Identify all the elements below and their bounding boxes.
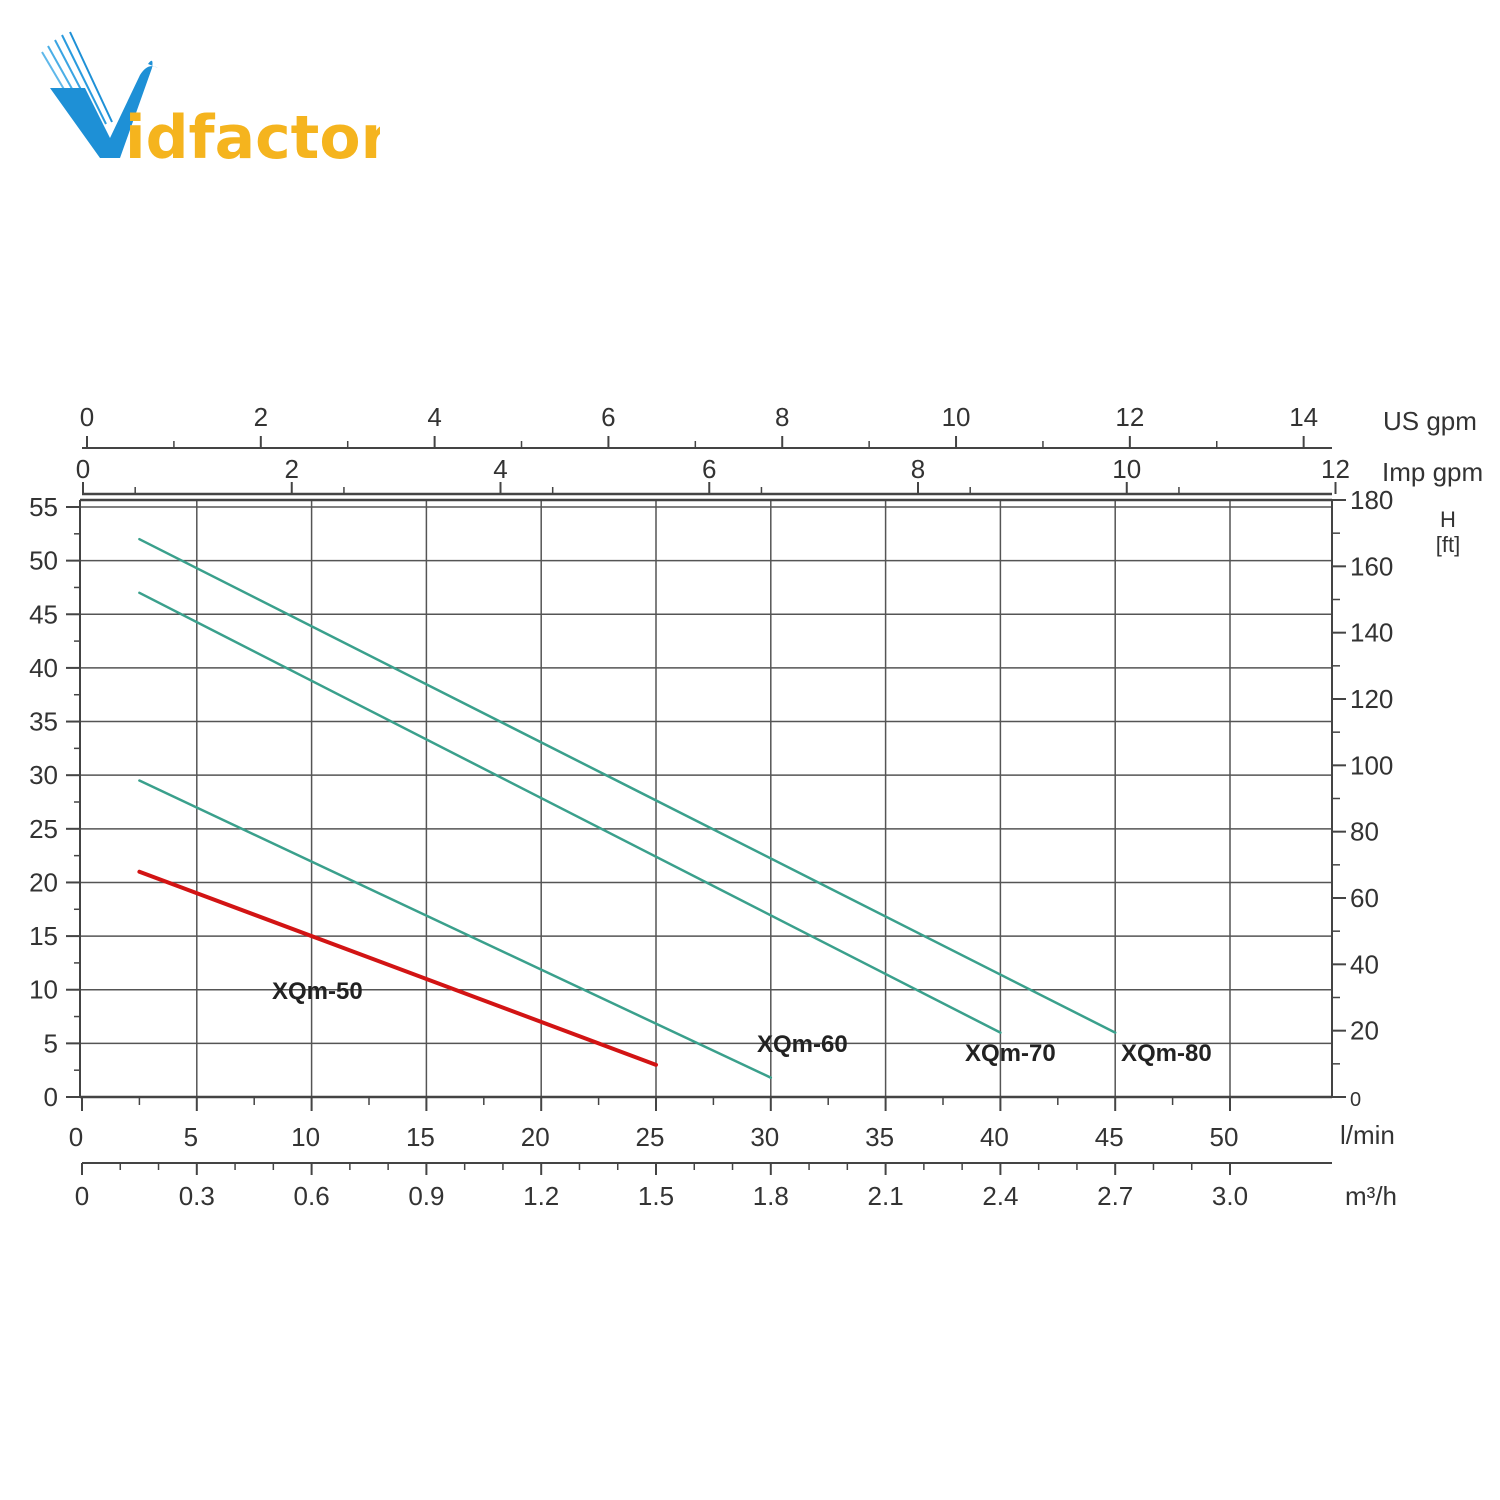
series-line-xqm-60 <box>138 779 773 1079</box>
vidfactor-logo: idfactor <box>30 30 391 173</box>
us-gpm-axis-unit: US gpm <box>1383 406 1477 436</box>
y-right-tick-label: 80 <box>1350 817 1379 847</box>
x-tick-label: 25 <box>636 1122 665 1152</box>
m3h-tick-label: 0.6 <box>294 1181 330 1211</box>
series-line-xqm-70 <box>138 591 1002 1034</box>
imp-gpm-axis-unit: Imp gpm <box>1382 457 1483 487</box>
y-right-tick-label: 100 <box>1350 750 1393 780</box>
y-left-tick-label: 30 <box>29 760 58 790</box>
chart-series <box>137 537 1117 1079</box>
y-right-tick-label: 20 <box>1350 1016 1379 1046</box>
us-gpm-tick-label: 14 <box>1289 402 1318 432</box>
x-tick-label: 5 <box>184 1122 198 1152</box>
y-left-tick-label: 45 <box>29 599 58 629</box>
logo-v-shape <box>50 60 158 158</box>
m3h-tick-label: 3.0 <box>1212 1181 1248 1211</box>
y-left-tick-label: 40 <box>29 653 58 683</box>
m3h-tick-label: 1.8 <box>753 1181 789 1211</box>
x-tick-label: 35 <box>865 1122 894 1152</box>
y-left-tick-label: 35 <box>29 707 58 737</box>
m3h-tick-label: 2.4 <box>982 1181 1018 1211</box>
m3h-tick-label: 1.2 <box>523 1181 559 1211</box>
chart-axes: 0510152025303540455055020406080100120140… <box>29 402 1483 1211</box>
series-label-xqm-60: XQm-60 <box>757 1031 848 1058</box>
us-gpm-tick-label: 0 <box>80 402 94 432</box>
y-right-axis-title: H <box>1440 507 1456 532</box>
x-tick-label: 30 <box>750 1122 779 1152</box>
us-gpm-tick-label: 2 <box>254 402 268 432</box>
x-tick-label: 15 <box>406 1122 435 1152</box>
logo-wordmark: idfactor <box>125 103 380 170</box>
x-tick-label: 20 <box>521 1122 550 1152</box>
m3h-tick-label: 0.3 <box>179 1181 215 1211</box>
imp-gpm-tick-label: 0 <box>76 454 90 484</box>
m3h-tick-label: 0.9 <box>408 1181 444 1211</box>
chart-frame <box>79 498 1333 1099</box>
us-gpm-tick-label: 8 <box>775 402 789 432</box>
y-right-tick-label: 40 <box>1350 949 1379 979</box>
y-right-tick-label: 180 <box>1350 485 1393 515</box>
x-tick-label: 10 <box>291 1122 320 1152</box>
m3h-axis-unit: m³/h <box>1345 1181 1397 1211</box>
m3h-tick-label: 1.5 <box>638 1181 674 1211</box>
m3h-tick-label: 0 <box>75 1181 89 1211</box>
y-right-tick-label: 0 <box>1350 1089 1361 1111</box>
chart-grid <box>80 500 1332 1097</box>
series-line-xqm-50 <box>137 869 658 1067</box>
imp-gpm-tick-label: 12 <box>1321 454 1350 484</box>
y-left-tick-label: 55 <box>29 492 58 522</box>
y-left-tick-label: 0 <box>44 1082 58 1112</box>
imp-gpm-tick-label: 6 <box>702 454 716 484</box>
x-tick-label: 50 <box>1210 1122 1239 1152</box>
us-gpm-tick-label: 12 <box>1115 402 1144 432</box>
us-gpm-tick-label: 4 <box>427 402 441 432</box>
m3h-tick-label: 2.7 <box>1097 1181 1133 1211</box>
y-right-tick-label: 160 <box>1350 551 1393 581</box>
y-left-tick-label: 25 <box>29 814 58 844</box>
x-tick-label: 40 <box>980 1122 1009 1152</box>
y-right-tick-label: 60 <box>1350 883 1379 913</box>
y-left-tick-label: 15 <box>29 921 58 951</box>
series-label-xqm-80: XQm-80 <box>1121 1040 1212 1067</box>
us-gpm-tick-label: 10 <box>942 402 971 432</box>
logo-graphic: idfactor <box>41 31 391 173</box>
y-right-axis-unit: [ft] <box>1436 532 1460 557</box>
y-right-tick-label: 140 <box>1350 618 1393 648</box>
series-label-xqm-50: XQm-50 <box>272 978 363 1005</box>
y-left-tick-label: 50 <box>29 546 58 576</box>
x-tick-label: 0 <box>69 1122 83 1152</box>
chart-series-labels: XQm-50 XQm-60 XQm-70 XQm-80 <box>272 978 1212 1067</box>
y-right-tick-label: 120 <box>1350 684 1393 714</box>
imp-gpm-tick-label: 10 <box>1112 454 1141 484</box>
m3h-tick-label: 2.1 <box>868 1181 904 1211</box>
y-left-tick-label: 20 <box>29 867 58 897</box>
imp-gpm-tick-label: 8 <box>911 454 925 484</box>
series-label-xqm-70: XQm-70 <box>965 1040 1056 1067</box>
y-left-tick-label: 10 <box>29 975 58 1005</box>
x-axis-unit: l/min <box>1340 1120 1395 1150</box>
y-left-tick-label: 5 <box>44 1028 58 1058</box>
us-gpm-tick-label: 6 <box>601 402 615 432</box>
imp-gpm-tick-label: 2 <box>285 454 299 484</box>
x-tick-label: 45 <box>1095 1122 1124 1152</box>
imp-gpm-tick-label: 4 <box>493 454 507 484</box>
series-line-xqm-80 <box>138 537 1117 1034</box>
